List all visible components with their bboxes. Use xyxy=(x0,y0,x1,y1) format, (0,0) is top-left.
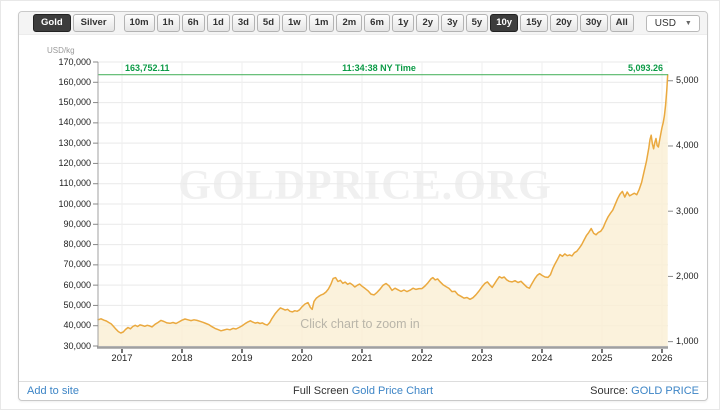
y-axis-label-left: 50,000 xyxy=(63,299,91,310)
y-axis-label-right: 5,000 xyxy=(676,75,699,86)
x-axis-label: 2021 xyxy=(351,353,373,364)
x-axis-label: 2025 xyxy=(591,353,613,364)
current-price-kg-label: 163,752.11 xyxy=(125,63,170,73)
range-button-6h[interactable]: 6h xyxy=(181,14,205,32)
gold-price-chart-panel: Gold Silver 10m 1h 6h 1d 3d 5d 1w 1m 2m 6m 1y 2y 3y 5y 1… xyxy=(18,11,708,401)
y-axis-label-right: 3,000 xyxy=(676,205,699,216)
x-axis-label: 2026 xyxy=(651,353,673,364)
toolbar: Gold Silver 10m 1h 6h 1d 3d 5d 1w 1m 2m 6m 1y 2y 3y 5y 1… xyxy=(19,12,707,35)
price-area-fill xyxy=(98,74,668,346)
footer-bar: Add to site Full Screen Gold Price Chart… xyxy=(19,381,707,400)
full-screen-label: Full Screen xyxy=(292,385,349,397)
y-axis-label-right: 1,000 xyxy=(676,336,699,347)
x-axis-label: 2023 xyxy=(471,353,493,364)
y-axis-label-left: 100,000 xyxy=(58,198,91,209)
range-button-all[interactable]: All xyxy=(609,14,634,32)
x-axis-label: 2022 xyxy=(411,353,433,364)
source-label: Source: xyxy=(590,385,629,397)
chart-area[interactable]: GOLDPRICE.ORG USD/kg 170,000 160,000 150,0… xyxy=(19,35,707,384)
y-axis-label-left: 160,000 xyxy=(58,76,91,87)
click-hint: Click chart to zoom in xyxy=(300,317,420,331)
range-button-3d[interactable]: 3d xyxy=(231,14,255,32)
range-button-10m[interactable]: 10m xyxy=(123,14,155,32)
range-button-20y[interactable]: 20y xyxy=(549,14,578,32)
source-link[interactable]: GOLD PRICE xyxy=(631,385,699,397)
range-button-6m[interactable]: 6m xyxy=(364,14,390,32)
range-button-15y[interactable]: 15y xyxy=(520,14,548,32)
price-line xyxy=(97,73,669,334)
range-button-2m[interactable]: 2m xyxy=(336,14,363,32)
range-button-1y[interactable]: 1y xyxy=(391,14,415,32)
range-button-2y[interactable]: 2y xyxy=(416,14,440,32)
footer-center: Full Screen Gold Price Chart xyxy=(293,385,433,397)
range-button-3y[interactable]: 3y xyxy=(441,14,464,32)
x-axis-label: 2024 xyxy=(531,353,553,364)
range-button-30y[interactable]: 30y xyxy=(579,14,608,32)
y-axis-label-left: 110,000 xyxy=(59,178,91,189)
y-axis-label-left: 60,000 xyxy=(63,279,91,290)
range-button-1m[interactable]: 1m xyxy=(308,14,335,32)
watermark: GOLDPRICE.ORG xyxy=(178,163,552,209)
y-axis-label-left: 150,000 xyxy=(58,97,91,108)
y-axis-label-right: 4,000 xyxy=(676,140,699,151)
unit-label: USD/kg xyxy=(47,46,75,55)
add-to-site-link[interactable]: Add to site xyxy=(27,385,79,397)
y-axis-label-left: 40,000 xyxy=(63,320,91,331)
metal-button-gold[interactable]: Gold xyxy=(33,14,71,32)
gold-price-chart-link[interactable]: Gold Price Chart xyxy=(351,385,434,397)
x-axis-label: 2018 xyxy=(171,353,193,364)
x-axis-label: 2019 xyxy=(231,353,253,364)
price-chart-svg xyxy=(93,61,673,353)
range-button-1w[interactable]: 1w xyxy=(282,14,307,32)
range-button-5d[interactable]: 5d xyxy=(256,14,281,32)
ny-time-label: 11:34:38 NY Time xyxy=(342,63,416,73)
y-axis-label-left: 30,000 xyxy=(63,340,91,351)
y-axis-label-left: 70,000 xyxy=(63,259,91,270)
y-axis-label-left: 130,000 xyxy=(58,137,91,148)
y-axis-label-left: 170,000 xyxy=(58,56,91,67)
range-button-10y[interactable]: 10y xyxy=(490,14,519,32)
y-axis-label-right: 2,000 xyxy=(676,270,699,281)
currency-value: USD xyxy=(654,17,676,29)
currency-select[interactable]: USD ▼ xyxy=(645,14,700,32)
range-button-1d[interactable]: 1d xyxy=(206,14,230,32)
y-axis-label-left: 140,000 xyxy=(58,117,91,128)
footer-source: Source: GOLD PRICE xyxy=(590,385,699,397)
y-axis-label-left: 120,000 xyxy=(58,157,91,168)
range-button-1h[interactable]: 1h xyxy=(156,14,180,32)
y-axis-label-left: 80,000 xyxy=(63,239,91,250)
chevron-down-icon: ▼ xyxy=(684,19,692,27)
y-axis-label-left: 90,000 xyxy=(63,218,91,229)
x-axis-label: 2020 xyxy=(291,353,313,364)
x-axis-label: 2017 xyxy=(111,353,133,364)
range-button-5y[interactable]: 5y xyxy=(465,14,489,32)
metal-button-silver[interactable]: Silver xyxy=(72,14,115,32)
current-price-oz-label: 5,093.26 xyxy=(627,63,663,73)
